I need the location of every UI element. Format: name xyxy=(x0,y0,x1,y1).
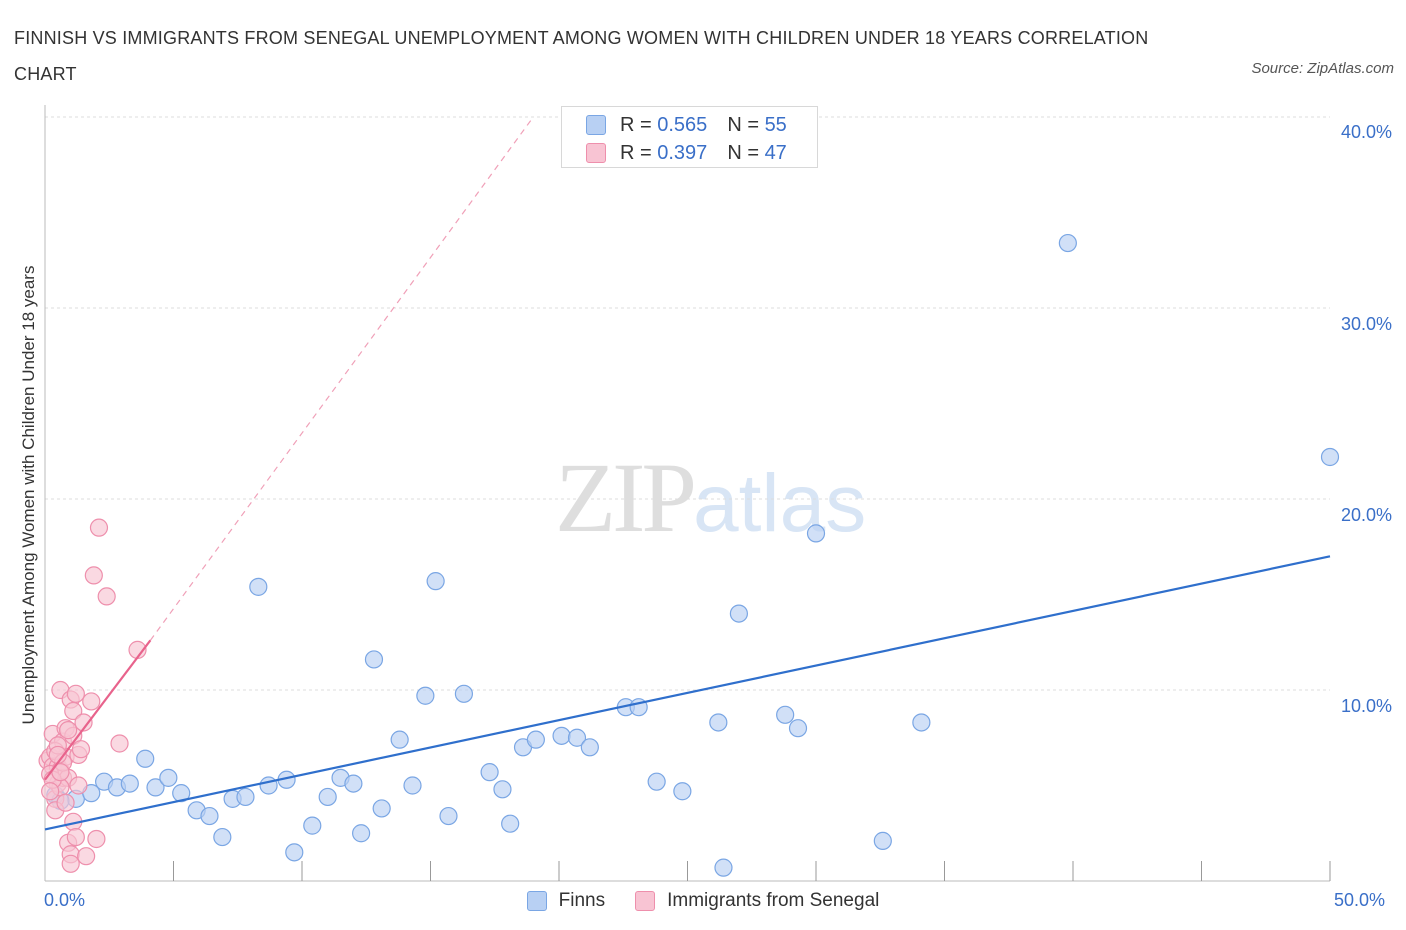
legend-row-finns: R = 0.565 N = 55 xyxy=(586,113,787,137)
finns-point-30 xyxy=(439,806,458,826)
finns-point-37 xyxy=(552,726,571,745)
senegal-r-value: 0.397 xyxy=(657,141,708,164)
senegal-n-value: 47 xyxy=(764,141,787,164)
finns-point-28 xyxy=(416,686,435,705)
finns-point-14 xyxy=(236,787,255,807)
finns-point-49 xyxy=(806,524,826,543)
finns-point-48 xyxy=(788,719,808,738)
finns-point-34 xyxy=(501,814,520,833)
senegal-point-40 xyxy=(56,793,75,812)
finns-point-7 xyxy=(146,778,165,797)
finns-point-44 xyxy=(709,713,728,732)
finns-point-36 xyxy=(526,730,545,749)
senegal-point-30 xyxy=(89,518,109,537)
finns-point-39 xyxy=(580,738,599,757)
senegal-r-label: R = xyxy=(620,141,652,164)
finns-point-38 xyxy=(567,728,587,747)
y-tick-label-40: 40.0% xyxy=(1340,122,1392,142)
finns-point-31 xyxy=(454,684,474,703)
legend-item-finns[interactable]: Finns xyxy=(526,890,606,912)
finns-point-45 xyxy=(714,858,733,877)
watermark-zip: ZIP xyxy=(555,442,697,553)
x-tick-label-50: 50.0% xyxy=(1334,890,1386,910)
finns-point-43 xyxy=(673,782,692,801)
finns-point-26 xyxy=(390,730,409,749)
finns-point-15 xyxy=(249,577,268,596)
y-tick-label-10: 10.0% xyxy=(1340,696,1392,716)
senegal-point-32 xyxy=(84,566,103,585)
finns-r-label: R = xyxy=(620,113,652,136)
finns-n-label: N = xyxy=(727,113,759,136)
finns-point-12 xyxy=(213,827,232,847)
finns-point-22 xyxy=(344,774,363,793)
series-legend: Finns Immigrants from Senegal xyxy=(0,890,1406,912)
finns-point-24 xyxy=(364,650,384,669)
finns-point-27 xyxy=(403,776,422,795)
senegal-legend-label: Immigrants from Senegal xyxy=(667,890,880,911)
senegal-point-33 xyxy=(110,734,129,753)
finns-point-11 xyxy=(200,806,219,826)
finns-point-19 xyxy=(303,816,322,835)
finns-point-33 xyxy=(493,780,512,799)
finns-point-6 xyxy=(136,749,155,768)
watermark-atlas: atlas xyxy=(693,458,867,549)
senegal-point-28 xyxy=(82,692,101,711)
senegal-point-27 xyxy=(77,847,96,866)
finns-r-value: 0.565 xyxy=(657,113,708,136)
senegal-n-label: N = xyxy=(727,141,759,164)
senegal-point-18 xyxy=(61,854,80,873)
finns-point-53 xyxy=(1320,447,1340,467)
finns-point-32 xyxy=(480,763,499,782)
y-tick-label-30: 30.0% xyxy=(1340,314,1392,334)
finns-point-23 xyxy=(352,824,371,843)
finns-legend-label: Finns xyxy=(558,890,606,911)
finns-point-29 xyxy=(426,572,445,591)
source-label: Source: ZipAtlas.com xyxy=(1251,60,1394,77)
senegal-point-43 xyxy=(59,721,78,740)
finns-swatch xyxy=(586,115,606,135)
finns-point-46 xyxy=(729,604,749,623)
senegal-point-45 xyxy=(71,740,91,759)
senegal-point-31 xyxy=(97,587,116,606)
y-axis-label: Unemployment Among Women with Children U… xyxy=(19,265,38,725)
correlation-legend: R = 0.565 N = 55 R = 0.397 N = 47 xyxy=(561,106,818,168)
senegal-legend-swatch xyxy=(635,891,656,911)
finns-trend-line xyxy=(44,555,1331,831)
finns-point-42 xyxy=(647,772,666,791)
legend-item-senegal[interactable]: Immigrants from Senegal xyxy=(635,890,879,912)
finns-point-18 xyxy=(285,843,304,862)
watermark: ZIPatlas xyxy=(555,440,866,555)
senegal-point-26 xyxy=(74,713,93,732)
finns-point-9 xyxy=(172,784,191,803)
finns-point-20 xyxy=(318,787,337,807)
finns-point-47 xyxy=(776,705,795,724)
senegal-trend-line xyxy=(44,639,152,781)
finns-point-51 xyxy=(912,713,931,732)
senegal-point-29 xyxy=(87,829,106,849)
finns-n-value: 55 xyxy=(764,113,787,136)
x-tick-label-0: 0.0% xyxy=(44,890,86,910)
finns-point-8 xyxy=(159,768,178,787)
finns-legend-swatch xyxy=(526,891,547,911)
senegal-trend-extension xyxy=(149,116,534,641)
chart-title: FINNISH VS IMMIGRANTS FROM SENEGAL UNEMP… xyxy=(14,28,1149,84)
y-tick-label-20: 20.0% xyxy=(1340,505,1392,525)
senegal-point-22 xyxy=(66,684,85,703)
finns-point-52 xyxy=(1058,233,1077,253)
senegal-swatch xyxy=(586,143,606,163)
finns-point-25 xyxy=(372,799,391,818)
senegal-point-23 xyxy=(66,827,85,847)
finns-point-50 xyxy=(873,831,892,850)
finns-point-5 xyxy=(120,774,139,793)
senegal-point-42 xyxy=(41,782,60,801)
legend-row-senegal: R = 0.397 N = 47 xyxy=(586,141,787,165)
senegal-point-25 xyxy=(69,776,88,795)
